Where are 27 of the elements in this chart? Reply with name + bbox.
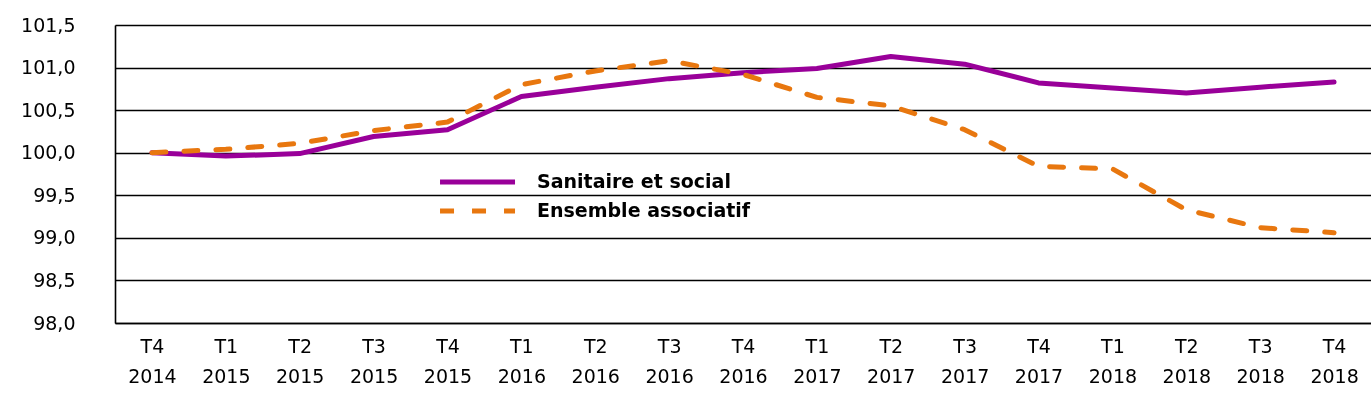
y-tick-label: 101,5 [21,13,76,36]
x-tick-label: T3 2018 [1236,334,1285,387]
x-tick-label: T1 2016 [497,334,547,387]
x-tick-label: T2 2015 [276,334,325,387]
x-tick-label: T3 2015 [349,334,399,387]
x-tick-label: T4 2016 [719,334,768,387]
x-tick-label: T2 2017 [867,334,916,387]
x-tick-label: T1 2017 [793,334,842,387]
y-tick-label: 98,5 [33,268,76,291]
x-tick-label: T3 2016 [645,334,694,387]
y-tick-label: 100,5 [21,98,76,121]
y-tick-label: 99,0 [33,226,76,249]
x-tick-label: T1 2018 [1088,334,1138,387]
legend-label: Sanitaire et social [537,169,731,192]
x-tick-label: T2 2016 [571,334,620,387]
x-tick-label: T1 2015 [202,334,251,387]
y-tick-label: 99,5 [33,183,76,206]
x-tick-label: T3 2017 [940,334,990,387]
y-tick-label: 98,0 [33,311,76,334]
y-tick-label: 101,0 [21,56,76,79]
x-tick-label: T4 2017 [1014,334,1064,387]
y-tick-label: 100,0 [21,141,76,164]
x-tick-label: T4 2014 [128,334,177,387]
x-tick-label: T4 2015 [423,334,473,387]
legend-label: Ensemble associatif [537,198,751,221]
x-tick-label: T4 2018 [1310,334,1359,387]
x-tick-label: T2 2018 [1162,334,1211,387]
